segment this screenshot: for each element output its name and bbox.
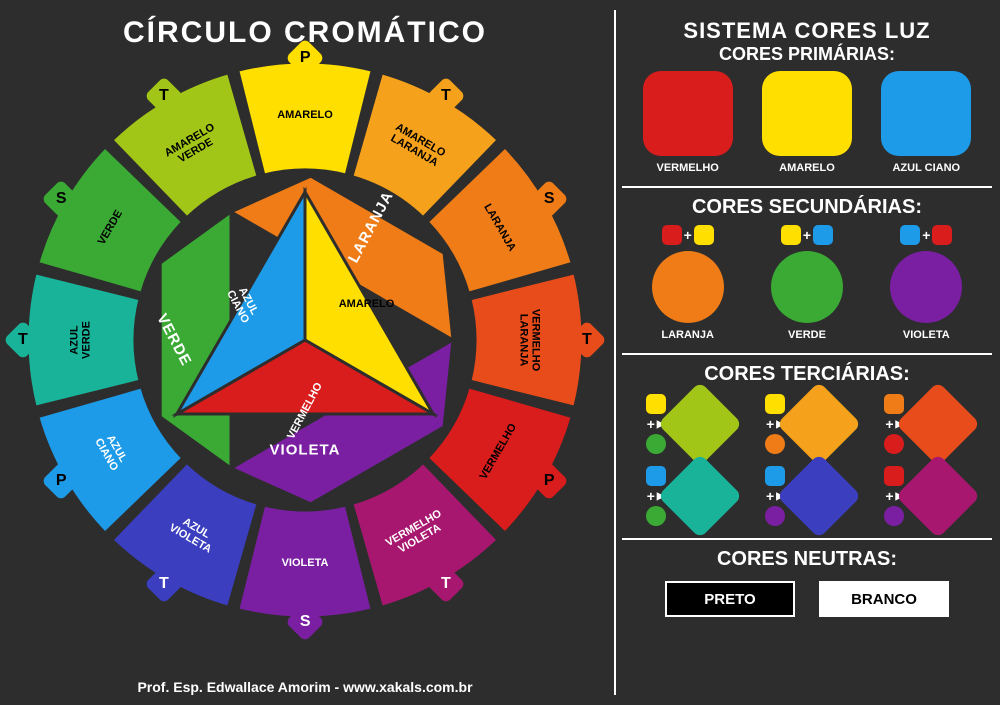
- panel-neutral: CORES NEUTRAS: PRETO BRANCO: [622, 540, 992, 629]
- swatch-label: VERMELHO: [656, 162, 718, 174]
- neutral-swatch: PRETO: [665, 581, 795, 617]
- swatch-diamond: [657, 454, 742, 539]
- primary-label: AMARELO: [339, 298, 395, 310]
- swatch-diamond: [896, 454, 981, 539]
- secondary-swatch: + VIOLETA: [890, 225, 962, 341]
- secondary-swatch: + LARANJA: [652, 225, 724, 341]
- footer-credit: Prof. Esp. Edwallace Amorim - www.xakals…: [0, 679, 610, 695]
- swatch-label: VIOLETA: [903, 329, 950, 341]
- panel-title: CORES TERCIÁRIAS:: [628, 363, 986, 386]
- swatch-label: AMARELO: [779, 162, 835, 174]
- primary-swatch: AMARELO: [762, 71, 852, 174]
- neutral-swatch: BRANCO: [819, 581, 949, 617]
- panel-primary: SISTEMA CORES LUZ CORES PRIMÁRIAS: VERME…: [622, 10, 992, 188]
- swatch-label: VERDE: [788, 329, 826, 341]
- swatch-square: [643, 71, 733, 156]
- tertiary-swatch: +▶: [867, 466, 985, 526]
- mix-formula: +: [900, 225, 952, 245]
- swatch-diamond: [777, 454, 862, 539]
- swatch-circle: [652, 251, 724, 323]
- swatch-label: LARANJA: [661, 329, 714, 341]
- swatch-square: [881, 71, 971, 156]
- tertiary-swatch: +▶: [748, 394, 866, 454]
- swatch-circle: [890, 251, 962, 323]
- mix-formula: +: [781, 225, 833, 245]
- mix-formula: +: [662, 225, 714, 245]
- tertiary-swatch: +▶: [867, 394, 985, 454]
- swatch-circle: [771, 251, 843, 323]
- secondary-label: VIOLETA: [270, 441, 341, 458]
- primary-swatch: AZUL CIANO: [881, 71, 971, 174]
- panel-secondary: CORES SECUNDÁRIAS: + LARANJA +: [622, 188, 992, 355]
- tertiary-swatch: +▶: [748, 466, 866, 526]
- swatch-diamond: [657, 382, 742, 467]
- panel-title: SISTEMA CORES LUZ: [628, 18, 986, 44]
- panel-subtitle: CORES PRIMÁRIAS:: [628, 44, 986, 65]
- panel-title: CORES NEUTRAS:: [628, 548, 986, 571]
- tertiary-swatch: +▶: [629, 394, 747, 454]
- color-wheel: AMARELOPAMARELOLARANJATLARANJASVERMELHOL…: [25, 60, 585, 620]
- panel-tertiary: CORES TERCIÁRIAS: +▶ +▶: [622, 355, 992, 540]
- primary-swatch: VERMELHO: [643, 71, 733, 174]
- panel-title: CORES SECUNDÁRIAS:: [628, 196, 986, 219]
- tertiary-swatch: +▶: [629, 466, 747, 526]
- swatch-square: [762, 71, 852, 156]
- swatch-label: AZUL CIANO: [892, 162, 960, 174]
- divider: [614, 10, 616, 695]
- secondary-swatch: + VERDE: [771, 225, 843, 341]
- swatch-diamond: [777, 382, 862, 467]
- swatch-diamond: [896, 382, 981, 467]
